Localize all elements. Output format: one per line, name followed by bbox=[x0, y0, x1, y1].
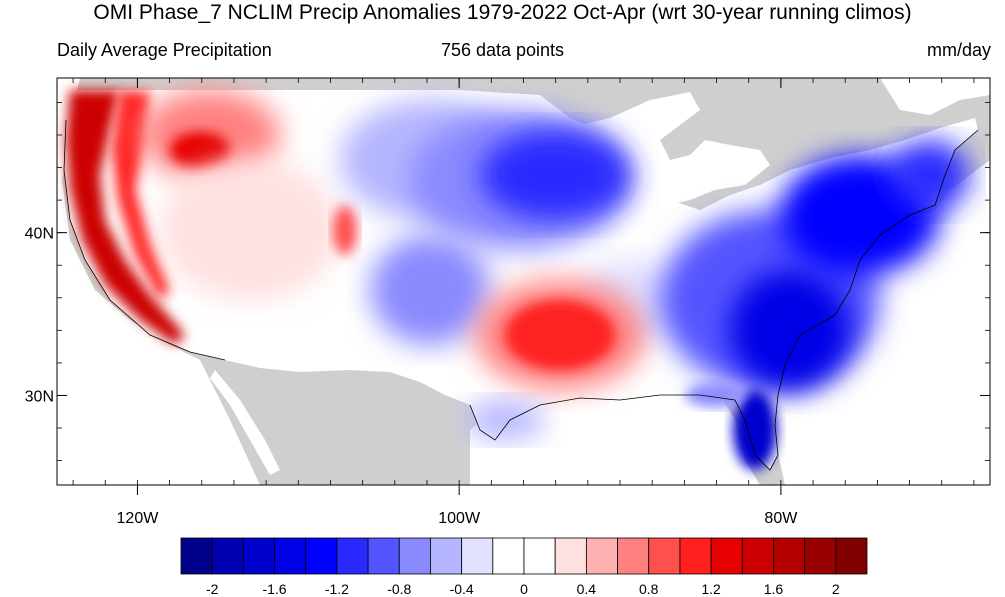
colorbar-swatch bbox=[242, 537, 275, 575]
colorbar-swatch bbox=[398, 537, 431, 575]
colorbar-label: 2 bbox=[832, 581, 840, 597]
texas-coast-anomaly bbox=[465, 400, 545, 440]
carolinas-dry-anomaly bbox=[730, 270, 850, 390]
colorbar-swatch bbox=[554, 537, 587, 575]
y-tick-label: 40N bbox=[25, 226, 54, 243]
colorbar-swatch bbox=[180, 537, 213, 575]
colorbar-swatch bbox=[741, 537, 774, 575]
florida-dry-anomaly bbox=[733, 390, 777, 470]
colorbar-swatch bbox=[710, 537, 743, 575]
colorbar-label: -2 bbox=[206, 581, 219, 597]
anomaly-field bbox=[66, 90, 970, 470]
gulf-of-california bbox=[210, 370, 280, 475]
colorbar-swatch bbox=[274, 537, 307, 575]
colorbar-label: 0 bbox=[520, 581, 528, 597]
x-tick-label: 120W bbox=[117, 510, 160, 527]
colorbar-swatch bbox=[305, 537, 338, 575]
x-tick-label: 80W bbox=[764, 510, 798, 527]
cascades-wet-anomaly bbox=[112, 90, 170, 300]
colorbar-swatch bbox=[585, 537, 618, 575]
colorbar-label: 0.8 bbox=[639, 581, 659, 597]
colorbar-swatch bbox=[773, 537, 806, 575]
colorbar-label: -0.4 bbox=[450, 581, 474, 597]
hudson-bay-region bbox=[880, 78, 990, 115]
subtitle-center: 756 data points bbox=[440, 40, 565, 60]
idaho-wet-anomaly bbox=[170, 132, 230, 168]
colorbar-swatch bbox=[367, 537, 400, 575]
colorbar-swatch bbox=[679, 537, 712, 575]
axis-ticks: 120W 100W 80W 40N 30N bbox=[25, 78, 990, 527]
coastline bbox=[63, 119, 979, 471]
colorbar-label: 0.4 bbox=[577, 581, 597, 597]
colorbar-swatch bbox=[617, 537, 650, 575]
colorbar-swatch bbox=[804, 537, 837, 575]
gulf-coast-anomaly bbox=[685, 383, 745, 407]
great-lakes bbox=[560, 92, 770, 205]
subtitle-left: Daily Average Precipitation bbox=[57, 40, 272, 60]
new-england-dry-anomaly bbox=[890, 140, 970, 210]
colorbar-label: -0.8 bbox=[387, 581, 411, 597]
gulf-of-mexico bbox=[470, 385, 760, 485]
west-coast-wet-anomaly bbox=[66, 90, 185, 345]
colorbar-swatch bbox=[835, 537, 868, 575]
atlantic-ocean bbox=[765, 160, 990, 485]
colorbar-swatch bbox=[648, 537, 681, 575]
colorbar-label: -1.2 bbox=[325, 581, 349, 597]
colorbar-label: 1.2 bbox=[701, 581, 721, 597]
southern-plains-core-anomaly bbox=[505, 300, 615, 370]
colorbar-swatch bbox=[430, 537, 463, 575]
colorbar-swatch bbox=[461, 537, 494, 575]
pacific-ocean bbox=[57, 78, 260, 485]
colorado-rockies-anomaly bbox=[333, 205, 357, 255]
y-tick-label: 30N bbox=[25, 388, 54, 405]
chart-title: OMI Phase_7 NCLIM Precip Anomalies 1979-… bbox=[93, 1, 912, 24]
subtitle-right: mm/day bbox=[926, 40, 991, 60]
colorbar-label: -1.6 bbox=[262, 581, 286, 597]
x-tick-label: 100W bbox=[438, 510, 481, 527]
colorbar-swatch bbox=[336, 537, 369, 575]
colorbar-swatch bbox=[523, 537, 556, 575]
colorbar: -2 -1.6 -1.2 -0.8 -0.4 0 0.4 0.8 1.2 1.6 2 bbox=[180, 537, 868, 597]
map-area bbox=[57, 78, 990, 485]
upper-midwest-dry-anomaly bbox=[480, 130, 630, 220]
colorbar-swatch bbox=[492, 537, 525, 575]
colorbar-swatch bbox=[211, 537, 244, 575]
colorbar-label: 1.6 bbox=[764, 581, 784, 597]
southern-high-plains-anomaly bbox=[370, 235, 490, 345]
great-basin-anomaly bbox=[160, 160, 340, 300]
